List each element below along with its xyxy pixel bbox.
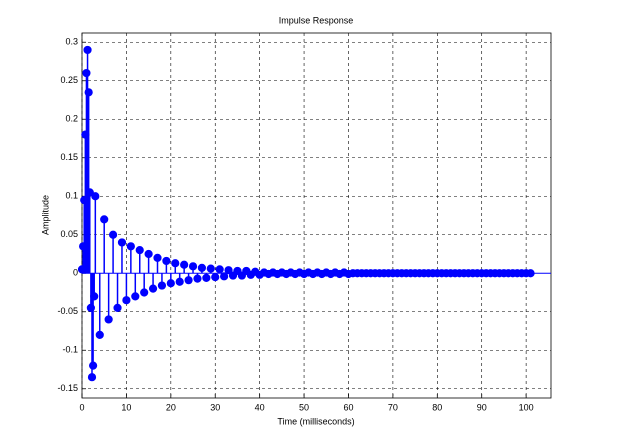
y-tick-label: -0.1: [62, 345, 78, 355]
stem-marker: [122, 296, 131, 305]
y-tick-label: -0.05: [57, 306, 78, 316]
x-tick-label: 50: [299, 402, 309, 412]
x-tick-label: 70: [388, 402, 398, 412]
stem-marker: [131, 292, 140, 301]
y-tick-label: 0.25: [60, 75, 78, 85]
stem-marker: [104, 315, 113, 324]
stem-marker: [117, 238, 127, 247]
plot-area: [81, 32, 552, 399]
stem-marker: [91, 192, 100, 201]
stem-marker: [220, 272, 229, 281]
x-axis-label: Time (milliseconds): [277, 416, 354, 426]
stem-marker: [108, 230, 118, 239]
stem-marker: [215, 265, 224, 274]
stem-marker: [83, 45, 92, 55]
stem-marker: [140, 288, 149, 297]
stem-marker: [162, 256, 171, 266]
y-tick-label: 0.1: [65, 191, 78, 201]
stem-marker: [85, 188, 94, 197]
stem-marker: [144, 249, 153, 259]
stem-marker: [90, 292, 99, 301]
x-tick-label: 40: [255, 402, 265, 412]
stem-marker: [126, 242, 135, 251]
stem-marker: [148, 284, 158, 293]
stem-marker: [84, 88, 93, 97]
stem-marker: [206, 264, 215, 273]
y-tick-label: 0: [73, 268, 78, 278]
x-tick-label: 100: [519, 402, 534, 412]
y-tick-label: -0.15: [57, 383, 78, 393]
stem-marker: [100, 215, 109, 224]
x-tick-label: 90: [477, 402, 487, 412]
x-tick-label: 80: [432, 402, 442, 412]
stem-marker: [184, 276, 193, 285]
stem-marker: [188, 262, 198, 271]
y-tick-label: 0.3: [65, 37, 78, 47]
stem-marker: [87, 373, 97, 382]
y-axis-label: Amplitude: [40, 195, 50, 235]
chart-title: Impulse Response: [279, 15, 354, 25]
y-tick-label: 0.2: [65, 114, 78, 124]
y-tick-label: 0.05: [60, 229, 78, 239]
stem-marker: [197, 263, 207, 272]
stem-marker: [82, 68, 91, 78]
stem-marker: [193, 274, 202, 283]
x-tick-label: 0: [79, 402, 84, 412]
stem-marker: [153, 253, 162, 262]
stem-marker: [526, 269, 535, 278]
stem-marker: [95, 330, 104, 339]
stem-marker: [89, 361, 98, 370]
stem-marker: [135, 246, 144, 255]
x-tick-label: 20: [166, 402, 176, 412]
stem-marker: [180, 260, 189, 269]
x-tick-label: 30: [210, 402, 220, 412]
y-tick-label: 0.15: [60, 152, 78, 162]
stem-marker: [224, 266, 233, 275]
stem-marker: [157, 281, 167, 290]
stem-marker: [202, 273, 211, 282]
x-tick-label: 60: [343, 402, 353, 412]
stem-marker: [211, 273, 220, 282]
stem-marker: [113, 303, 122, 313]
stem-marker: [175, 277, 184, 286]
x-tick-label: 10: [121, 402, 131, 412]
stem-marker: [171, 259, 180, 268]
stem-marker: [166, 279, 175, 288]
